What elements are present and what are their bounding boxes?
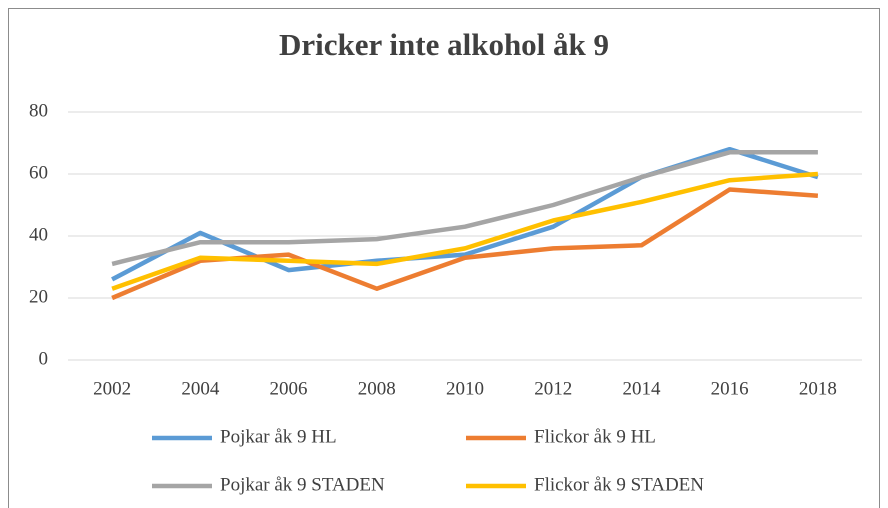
y-tick-label: 0 (39, 348, 49, 369)
x-tick-label: 2008 (358, 378, 396, 399)
legend-label: Flickor åk 9 STADEN (534, 474, 704, 495)
y-tick-label: 20 (29, 286, 48, 307)
x-tick-label: 2014 (622, 378, 661, 399)
x-tick-label: 2010 (446, 378, 484, 399)
legend-label: Pojkar åk 9 HL (220, 426, 337, 447)
x-tick-label: 2018 (799, 378, 837, 399)
chart-title: Dricker inte alkohol åk 9 (279, 27, 609, 62)
x-tick-label: 2004 (181, 378, 220, 399)
y-tick-label: 60 (29, 162, 48, 183)
y-tick-label: 80 (29, 100, 48, 121)
legend-label: Pojkar åk 9 STADEN (220, 474, 385, 495)
x-tick-label: 2016 (711, 378, 749, 399)
legend-label: Flickor åk 9 HL (534, 426, 656, 447)
x-tick-label: 2006 (270, 378, 308, 399)
x-tick-label: 2012 (534, 378, 572, 399)
x-tick-label: 2002 (93, 378, 131, 399)
y-tick-label: 40 (29, 224, 48, 245)
series-line (111, 171, 819, 291)
series-line (111, 150, 818, 267)
